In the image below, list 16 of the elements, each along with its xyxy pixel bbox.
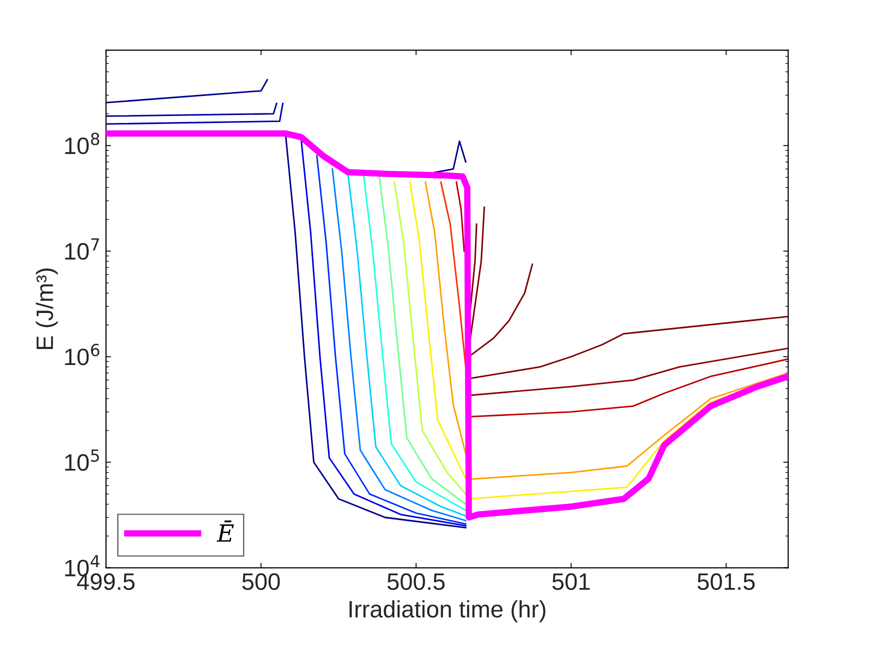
line-series — [440, 181, 466, 368]
y-tick-label: 10$^{5}$ — [65, 450, 99, 471]
x-axis-title: Irradiation time (hr) — [350, 600, 546, 622]
x-tick-label: 501.5 — [698, 573, 755, 590]
y-tick-label: 10$^{7}$ — [65, 238, 99, 260]
legend-label: Ē — [216, 520, 234, 542]
y-axis-title: E (J/m³) — [36, 268, 58, 350]
x-tick-label: 500.5 — [388, 573, 445, 590]
line-series — [394, 181, 466, 495]
y-tick-label: 10$^{8}$ — [65, 132, 100, 154]
line-series — [409, 181, 466, 480]
x-tick-label: 500 — [242, 573, 280, 590]
line-series — [468, 264, 534, 358]
x-tick-label: 501 — [552, 573, 590, 590]
line-series — [424, 181, 466, 455]
y-tick-label: 10$^{6}$ — [65, 344, 100, 366]
